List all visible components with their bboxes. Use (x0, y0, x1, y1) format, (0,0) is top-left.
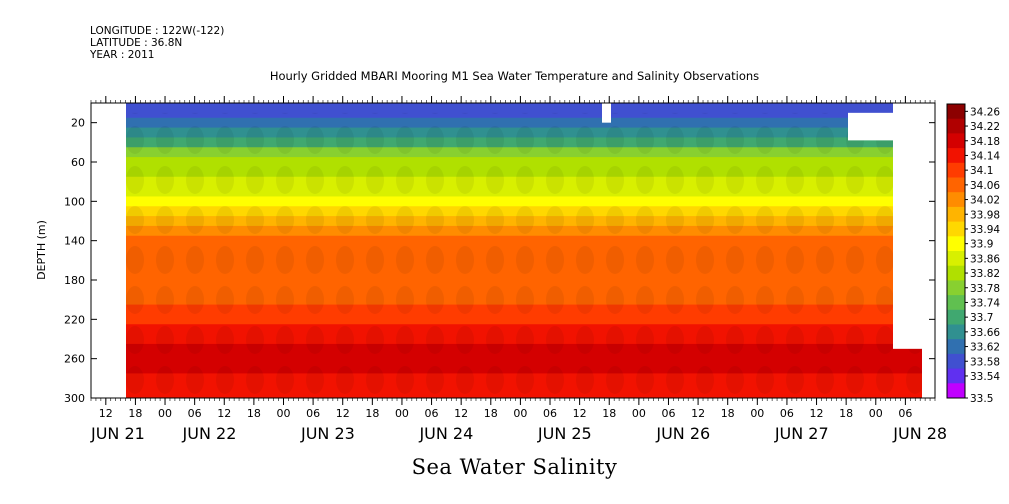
y-tick-label: 180 (64, 274, 85, 287)
x-hour-label: 18 (247, 407, 261, 420)
colorbar-label: 33.5 (970, 393, 993, 405)
colorbar-swatch (947, 280, 965, 296)
x-day-label: JUN 22 (182, 424, 237, 443)
colorbar-label: 33.82 (970, 268, 1000, 280)
colorbar-swatch (947, 383, 965, 399)
colorbar-swatch (947, 295, 965, 311)
colorbar-label: 34.02 (970, 195, 1000, 207)
colorbar-label: 34.26 (970, 106, 1000, 118)
variability-texture (126, 112, 922, 398)
x-hour-label: 12 (454, 407, 468, 420)
x-hour-label: 00 (158, 407, 172, 420)
colorbar-swatch (947, 118, 965, 134)
missing-data-region (848, 112, 893, 141)
x-hour-label: 00 (632, 407, 646, 420)
x-hour-label: 18 (128, 407, 142, 420)
x-hour-label: 12 (810, 407, 824, 420)
x-day-label: JUN 25 (537, 424, 592, 443)
colorbar-swatch (947, 324, 965, 340)
colorbar-label: 33.54 (970, 371, 1000, 383)
x-hour-label: 18 (484, 407, 498, 420)
x-hour-label: 06 (425, 407, 439, 420)
colorbar-swatch (947, 236, 965, 252)
x-day-label: JUN 24 (418, 424, 473, 443)
x-day-label: JUN 26 (655, 424, 710, 443)
x-hour-label: 00 (395, 407, 409, 420)
x-hour-label: 00 (750, 407, 764, 420)
colorbar-swatch (947, 265, 965, 281)
x-hour-label: 06 (306, 407, 320, 420)
variable-name-footer: Sea Water Salinity (411, 455, 618, 479)
missing-data-region (893, 103, 935, 349)
colorbar-label: 33.9 (970, 239, 993, 251)
mooring-metadata: LONGITUDE : 122W(-122) LATITUDE : 36.8N … (90, 25, 224, 61)
x-day-label: JUN 27 (774, 424, 829, 443)
y-axis-label: DEPTH (m) (35, 220, 48, 280)
colorbar-label: 33.66 (970, 327, 1000, 339)
colorbar-swatch (947, 104, 965, 120)
x-hour-label: 12 (217, 407, 231, 420)
colorbar-label: 34.06 (970, 180, 1000, 192)
colorbar-swatch (947, 133, 965, 149)
x-day-label: JUN 23 (300, 424, 355, 443)
colorbar-label: 33.62 (970, 342, 1000, 354)
x-hour-label: 06 (898, 407, 912, 420)
x-hour-label: 06 (543, 407, 557, 420)
y-tick-label: 220 (64, 313, 85, 326)
x-hour-label: 06 (661, 407, 675, 420)
x-hour-label: 06 (188, 407, 202, 420)
y-tick-label: 20 (71, 117, 85, 130)
x-day-label: JUN 21 (90, 424, 145, 443)
colorbar-label: 33.94 (970, 224, 1000, 236)
colorbar-swatch (947, 192, 965, 208)
colorbar-swatch (947, 148, 965, 164)
x-hour-label: 12 (573, 407, 587, 420)
colorbar-swatch (947, 368, 965, 384)
missing-data-region (602, 103, 611, 123)
colorbar-swatch (947, 353, 965, 370)
x-hour-label: 00 (513, 407, 527, 420)
year-label: YEAR : 2011 (90, 49, 155, 61)
x-hour-label: 06 (780, 407, 794, 420)
colorbar-label: 33.98 (970, 209, 1000, 221)
colorbar-swatch (947, 177, 965, 193)
x-hour-label: 18 (365, 407, 379, 420)
colorbar-swatch (947, 251, 965, 267)
colorbar-label: 34.18 (970, 136, 1000, 148)
x-hour-label: 00 (276, 407, 290, 420)
colorbar-label: 33.74 (970, 297, 1000, 309)
latitude-label: LATITUDE : 36.8N (90, 37, 183, 49)
colorbar-label: 33.7 (970, 312, 993, 324)
chart-title: Hourly Gridded MBARI Mooring M1 Sea Wate… (269, 69, 760, 83)
x-hour-label: 12 (99, 407, 113, 420)
y-tick-label: 300 (64, 392, 85, 405)
colorbar-label: 34.1 (970, 165, 993, 177)
colorbar-swatch (947, 162, 965, 178)
y-tick-label: 100 (64, 195, 85, 208)
colorbar-swatch (947, 339, 965, 355)
y-tick-label: 140 (64, 235, 85, 248)
colorbar-label: 34.14 (970, 150, 1000, 162)
x-hour-label: 12 (336, 407, 350, 420)
x-hour-label: 18 (839, 407, 853, 420)
longitude-label: LONGITUDE : 122W(-122) (90, 25, 225, 37)
colorbar-swatch (947, 309, 965, 325)
colorbar-swatch (947, 206, 965, 223)
colorbar-frame (946, 103, 966, 399)
x-hour-label: 12 (691, 407, 705, 420)
colorbar-label: 33.86 (970, 253, 1000, 265)
x-hour-label: 00 (869, 407, 883, 420)
x-hour-label: 18 (602, 407, 616, 420)
colorbar-label: 34.22 (970, 121, 1000, 133)
y-tick-label: 60 (71, 156, 85, 169)
missing-data-region (922, 348, 935, 398)
colorbar-label: 33.58 (970, 356, 1000, 368)
colorbar-label: 33.78 (970, 283, 1000, 295)
x-hour-label: 18 (721, 407, 735, 420)
y-tick-label: 260 (64, 353, 85, 366)
colorbar-swatch (947, 221, 965, 237)
plot-frame (90, 102, 936, 399)
x-day-label: JUN 28 (892, 424, 947, 443)
